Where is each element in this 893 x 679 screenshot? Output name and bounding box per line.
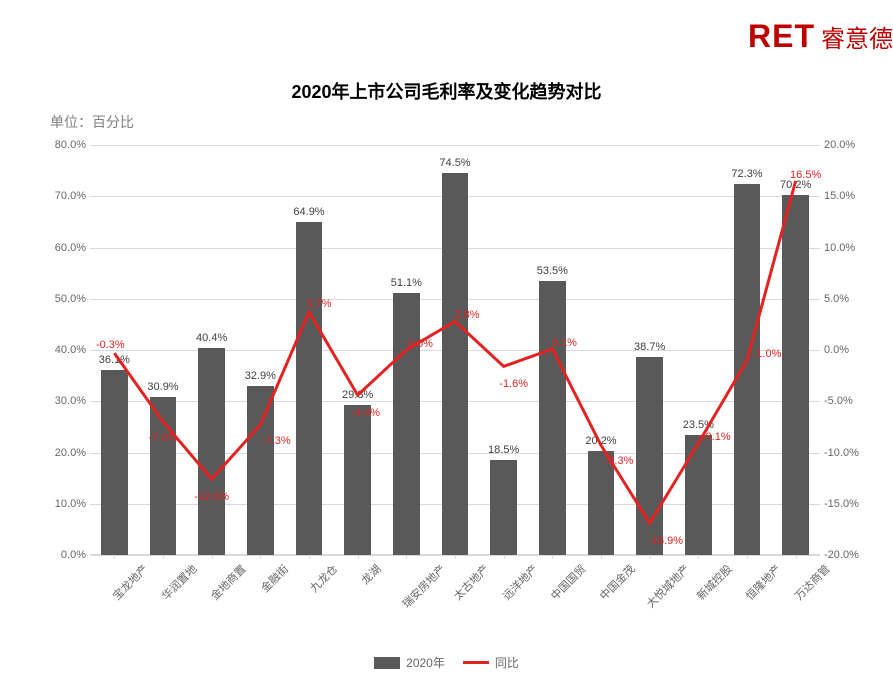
x-tick [309, 555, 310, 559]
legend-label-line: 同比 [495, 654, 519, 671]
x-category-label: 远洋地产 [499, 561, 541, 603]
y-left-tick: 10.0% [48, 498, 86, 510]
x-category-label: 宝龙地产 [109, 561, 151, 603]
x-category-label: 大悦城地产 [642, 561, 692, 611]
x-category-label: 金融街 [257, 561, 292, 596]
y-left-tick: 50.0% [48, 293, 86, 305]
line-value-label: 0.1% [552, 337, 577, 349]
y-right-tick: 10.0% [824, 242, 864, 254]
line-value-label: 0.0% [408, 338, 433, 350]
combo-chart: 0.0% 10.0% 20.0% 30.0% 40.0% 50.0% 60.0% 70.0% 8… [50, 135, 860, 575]
x-tick [504, 555, 505, 559]
logo: RET 睿意德 [748, 18, 893, 55]
y-left-tick: 20.0% [48, 447, 86, 459]
y-right-tick: 15.0% [824, 190, 864, 202]
x-category-label: 龙湖 [357, 561, 384, 588]
chart-title: 2020年上市公司毛利率及变化趋势对比 [0, 78, 893, 104]
logo-ret: RET [748, 18, 815, 55]
line-value-label: -16.9% [648, 535, 683, 547]
line-value-label: 2.8% [454, 309, 479, 321]
x-tick [601, 555, 602, 559]
line-value-label: -9.3% [605, 455, 634, 467]
legend-item-bar: 2020年 [374, 654, 445, 671]
x-tick [114, 555, 115, 559]
x-category-label: 瑞安房地产 [399, 561, 449, 611]
line-value-label: 3.7% [306, 298, 331, 310]
legend-label-bar: 2020年 [406, 654, 445, 671]
line-value-label: -1.6% [499, 378, 528, 390]
x-category-label: 九龙仓 [306, 561, 341, 596]
unit-label: 单位：百分比 [50, 112, 134, 132]
line-value-label: -4.4% [351, 407, 380, 419]
x-tick [796, 555, 797, 559]
x-category-label: 万达商管 [791, 561, 833, 603]
x-category-label: 中国国贸 [547, 561, 589, 603]
x-tick [163, 555, 164, 559]
line-value-label: 16.5% [790, 169, 821, 181]
line-value-label: -0.3% [96, 339, 125, 351]
x-tick [747, 555, 748, 559]
plot-area: 0.0%10.0%20.0%30.0%40.0%50.0%60.0%70.0%8… [90, 145, 820, 555]
x-category-label: 金地商置 [207, 561, 249, 603]
legend-swatch-line [463, 661, 489, 664]
legend-swatch-bar [374, 657, 400, 669]
line-value-label: -9.1% [702, 431, 731, 443]
x-tick [455, 555, 456, 559]
line-value-label: -1.0% [753, 348, 782, 360]
x-tick [358, 555, 359, 559]
legend-item-line: 同比 [463, 654, 519, 671]
x-tick [212, 555, 213, 559]
x-category-label: 恒隆地产 [742, 561, 784, 603]
y-right-tick: 5.0% [824, 293, 864, 305]
x-tick [552, 555, 553, 559]
y-right-tick: 20.0% [824, 139, 864, 151]
y-right-tick: 0.0% [824, 344, 864, 356]
line-value-label: -7.3% [262, 435, 291, 447]
y-right-tick: -15.0% [824, 498, 864, 510]
line-value-label: -7.0% [149, 432, 178, 444]
x-tick [650, 555, 651, 559]
y-left-tick: 30.0% [48, 395, 86, 407]
y-left-tick: 60.0% [48, 242, 86, 254]
x-tick [260, 555, 261, 559]
y-right-tick: -20.0% [824, 549, 864, 561]
x-category-label: 新城控股 [693, 561, 735, 603]
y-right-tick: -10.0% [824, 447, 864, 459]
x-category-label: 华润置地 [158, 561, 200, 603]
y-left-tick: 70.0% [48, 190, 86, 202]
x-tick [698, 555, 699, 559]
y-left-tick: 80.0% [48, 139, 86, 151]
x-category-label: 中国金茂 [596, 561, 638, 603]
y-right-tick: -5.0% [824, 395, 864, 407]
logo-cn: 睿意德 [821, 19, 893, 54]
y-left-tick: 40.0% [48, 344, 86, 356]
line-value-label: -12.6% [194, 491, 229, 503]
x-tick [406, 555, 407, 559]
legend: 2020年 同比 [0, 654, 893, 671]
x-category-label: 太古地产 [450, 561, 492, 603]
y-left-tick: 0.0% [48, 549, 86, 561]
